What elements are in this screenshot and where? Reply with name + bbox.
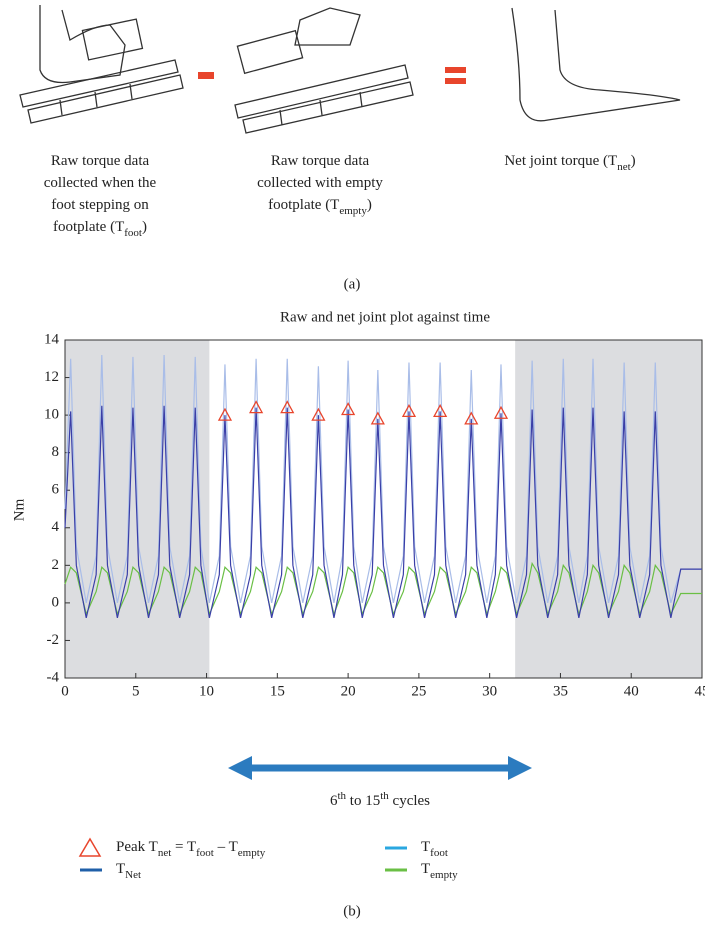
x-tick-label: 15 xyxy=(270,683,285,699)
x-tick-label: 5 xyxy=(132,683,140,699)
y-tick-label: -4 xyxy=(47,669,60,685)
data-line xyxy=(64,405,702,619)
caption-line: collected when the xyxy=(44,175,157,191)
text-part: ) xyxy=(142,219,147,235)
peak-marker xyxy=(217,407,233,421)
equals-sign xyxy=(445,78,466,84)
text-part: ) xyxy=(367,197,372,213)
text-part: footplate (T xyxy=(268,197,339,213)
text-part: T xyxy=(116,861,125,877)
panel-label: (a) xyxy=(344,276,361,292)
peak-marker xyxy=(249,400,264,414)
script-text: empty xyxy=(238,847,266,859)
y-tick-label: 6 xyxy=(52,482,60,498)
text-part: foot stepping on xyxy=(51,197,149,213)
script-text: net xyxy=(158,847,171,859)
peak-marker xyxy=(311,407,326,421)
caption-line: Raw torque data xyxy=(51,153,150,169)
caption-line: footplate (Tfoot) xyxy=(53,219,147,238)
shaded-region xyxy=(515,340,702,678)
y-axis-label: Nm xyxy=(11,498,27,521)
legend-label: Peak Tnet = Tfoot – Tempty xyxy=(116,839,266,858)
text-part: to 15 xyxy=(346,793,380,809)
annotation: 6th to 15th cycles xyxy=(330,790,430,810)
caption-line: Net joint torque (Tnet) xyxy=(504,153,635,172)
y-tick-label: 8 xyxy=(52,444,60,460)
text-part: Raw torque data xyxy=(271,153,370,169)
peak-marker xyxy=(401,403,417,418)
legend-label: TNet xyxy=(116,861,141,880)
peak-marker xyxy=(464,411,479,425)
text-part: cycles xyxy=(389,793,430,809)
y-tick-label: 10 xyxy=(44,407,59,423)
caption-line: collected with empty xyxy=(257,175,383,191)
x-tick-label: 40 xyxy=(624,683,639,699)
text-part: – T xyxy=(214,839,238,855)
chart-title: Raw and net joint plot against time xyxy=(280,309,490,325)
peak-marker xyxy=(493,405,509,419)
y-tick-label: 4 xyxy=(52,519,60,535)
peak-marker xyxy=(433,403,448,418)
script-text: foot xyxy=(124,227,142,239)
panel-label: (b) xyxy=(343,903,361,919)
x-tick-label: 35 xyxy=(553,683,568,699)
text-part: T xyxy=(421,861,430,877)
text-part: T xyxy=(421,839,430,855)
script-text: foot xyxy=(196,847,214,859)
script-text: net xyxy=(617,161,630,173)
empty-footplate-drawing xyxy=(234,7,414,134)
script-text: th xyxy=(337,790,346,802)
text-part: Raw torque data xyxy=(51,153,150,169)
foot-outline-drawing xyxy=(511,7,681,122)
foot-on-footplate-drawing xyxy=(19,5,184,124)
text-part: Peak T xyxy=(116,839,158,855)
caption-line: footplate (Tempty) xyxy=(268,197,372,216)
x-tick-label: 45 xyxy=(695,683,705,699)
caption-line: Raw torque data xyxy=(271,153,370,169)
legend-marker xyxy=(78,837,102,857)
text-part: ) xyxy=(631,153,636,169)
legend-label: Tfoot xyxy=(421,839,448,858)
script-text: empty xyxy=(430,869,458,881)
x-tick-label: 10 xyxy=(199,683,214,699)
y-tick-label: 12 xyxy=(44,369,59,385)
data-line xyxy=(64,355,702,604)
peak-marker xyxy=(280,400,295,414)
y-tick-label: -2 xyxy=(47,632,60,648)
caption-line: foot stepping on xyxy=(51,197,149,213)
y-tick-label: 0 xyxy=(52,594,60,610)
peak-marker xyxy=(370,411,385,425)
x-tick-label: 20 xyxy=(341,683,356,699)
script-text: foot xyxy=(430,847,448,859)
script-text: empty xyxy=(339,205,367,217)
text-part: collected when the xyxy=(44,175,157,191)
equals-sign xyxy=(445,67,466,73)
text-part: collected with empty xyxy=(257,175,383,191)
x-tick-label: 30 xyxy=(482,683,497,699)
x-tick-label: 25 xyxy=(411,683,426,699)
script-text: Net xyxy=(125,869,141,881)
text-part: Net joint torque (T xyxy=(504,153,617,169)
x-tick-label: 0 xyxy=(61,683,69,699)
script-text: th xyxy=(380,790,389,802)
y-tick-label: 2 xyxy=(52,557,60,573)
y-tick-label: 14 xyxy=(44,331,60,347)
peak-marker xyxy=(341,402,356,416)
legend-label: Tempty xyxy=(421,861,458,880)
text-part: = T xyxy=(171,839,196,855)
text-part: footplate (T xyxy=(53,219,124,235)
data-line xyxy=(64,561,702,617)
text-part: 6 xyxy=(330,793,338,809)
minus-sign xyxy=(198,72,214,79)
